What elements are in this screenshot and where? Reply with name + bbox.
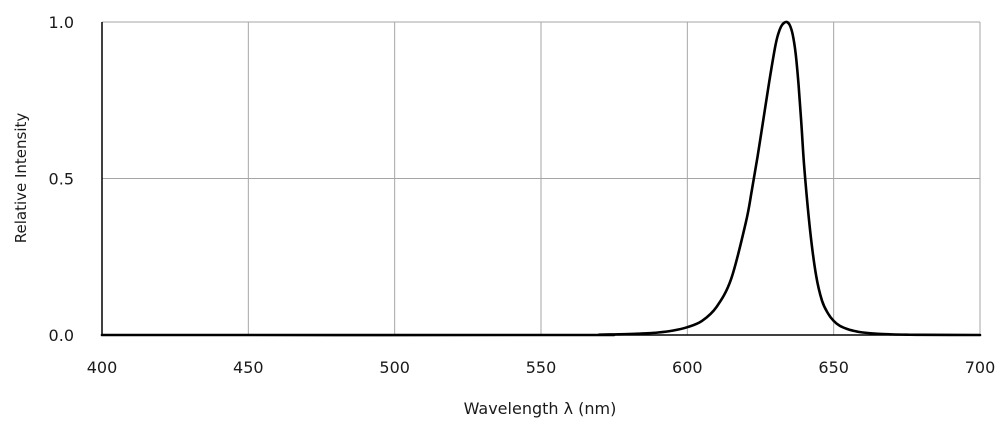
x-axis-label: Wavelength λ (nm) bbox=[464, 399, 617, 418]
x-tick-label-600: 600 bbox=[672, 358, 703, 377]
x-tick-label-650: 650 bbox=[818, 358, 849, 377]
series-layer bbox=[100, 20, 982, 337]
spectrum-line bbox=[100, 20, 982, 337]
grid-lines bbox=[101, 21, 981, 336]
y-tick-label-0: 0.0 bbox=[49, 326, 74, 345]
y-tick-label-1: 0.5 bbox=[49, 170, 74, 189]
x-tick-label-700: 700 bbox=[965, 358, 996, 377]
tick-labels: 400 450 500 550 600 650 700 0.0 0.5 1.0 bbox=[49, 13, 996, 377]
y-axis-label: Relative Intensity bbox=[12, 113, 30, 244]
y-tick-label-2: 1.0 bbox=[49, 13, 74, 32]
x-tick-label-400: 400 bbox=[87, 358, 118, 377]
x-tick-label-500: 500 bbox=[379, 358, 410, 377]
x-tick-label-450: 450 bbox=[233, 358, 264, 377]
x-tick-label-550: 550 bbox=[526, 358, 557, 377]
